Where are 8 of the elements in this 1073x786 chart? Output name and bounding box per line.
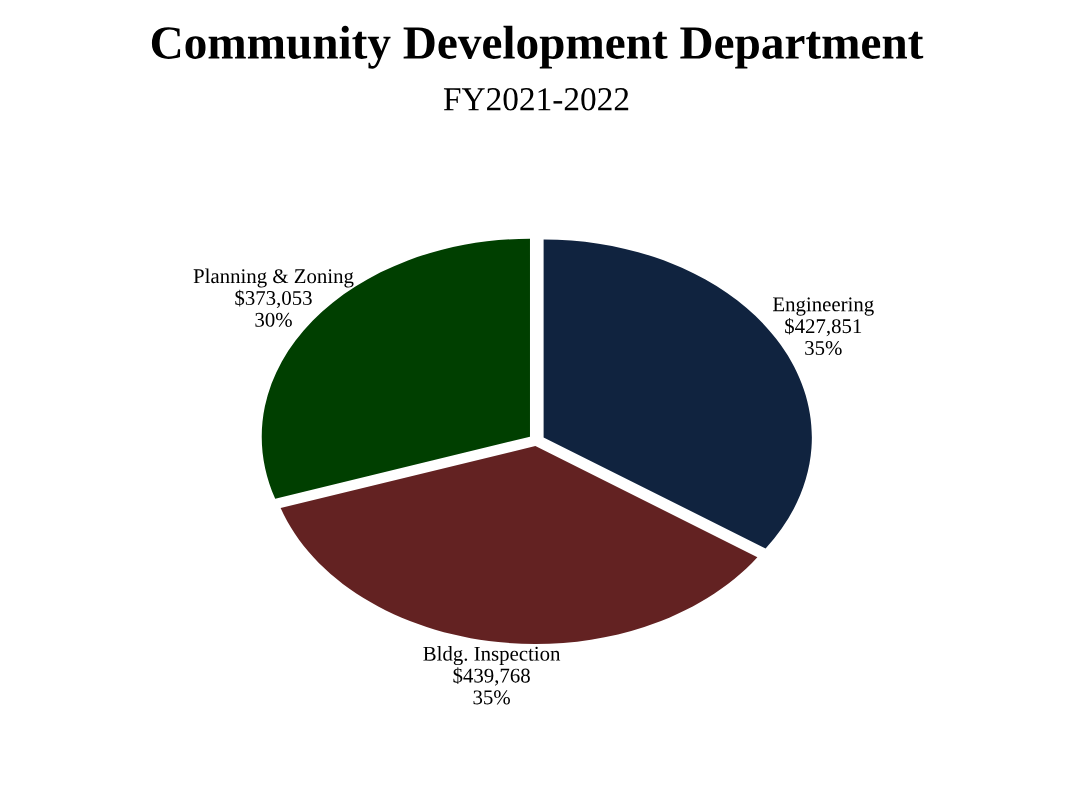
slice-label: Planning & Zoning	[193, 268, 354, 288]
slice-label: Engineering	[772, 297, 874, 316]
data-label: $373,053 30%	[235, 289, 312, 327]
chart-subtitle: FY2021-2022	[443, 88, 629, 111]
data-label: $439,768 35%	[453, 667, 530, 705]
data-label: $427,851 35%	[785, 317, 862, 356]
slice-label: Bldg. Inspection	[423, 646, 561, 666]
chart-title: Community Development Department	[151, 25, 924, 69]
